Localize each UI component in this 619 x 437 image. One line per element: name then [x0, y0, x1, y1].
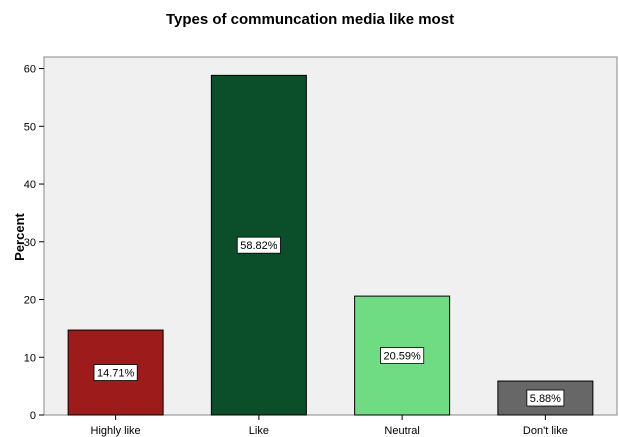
- data-label-box: [380, 347, 425, 364]
- data-label: 58.82%: [240, 240, 278, 252]
- data-label-box: [236, 236, 281, 254]
- x-axis: Highly like Like Neutral Don't like: [91, 415, 568, 437]
- data-label: 14.71%: [97, 368, 135, 380]
- y-tick-label: 20: [24, 295, 36, 307]
- y-tick-label: 40: [24, 179, 36, 191]
- chart-title: Types of communcation media like most: [166, 11, 454, 28]
- data-label: 20.59%: [383, 351, 421, 363]
- bars: 14.71% 58.82% 20.59% 5.88%: [67, 74, 594, 416]
- y-tick-label: 10: [24, 352, 36, 364]
- data-label: 5.88%: [530, 393, 561, 405]
- y-tick-label: 30: [24, 237, 36, 249]
- category-label: Highly like: [91, 425, 141, 437]
- y-tick-label: 60: [24, 64, 36, 76]
- y-axis-label: Percent: [12, 212, 27, 260]
- category-label: Don't like: [523, 425, 568, 437]
- category-label: Neutral: [384, 425, 419, 437]
- y-tick-label: 0: [30, 410, 36, 422]
- y-axis: 0 10 20 30 40 50 60: [24, 64, 44, 422]
- category-label: Like: [249, 425, 269, 437]
- data-label-box: [526, 389, 565, 407]
- y-tick-label: 50: [24, 121, 36, 133]
- data-label-box: [93, 364, 138, 381]
